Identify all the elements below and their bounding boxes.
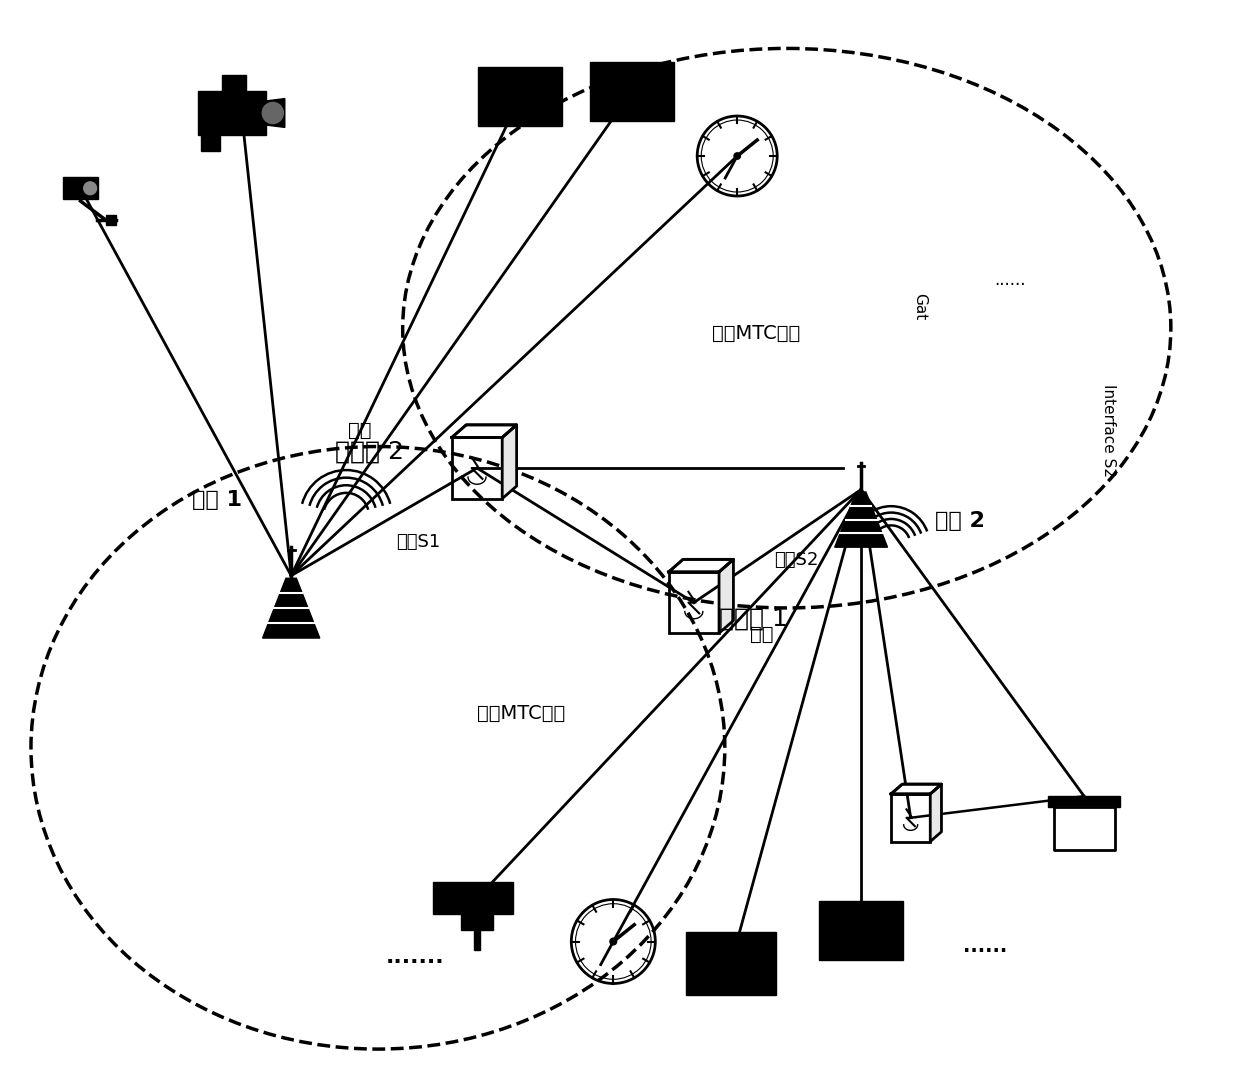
Circle shape	[263, 102, 284, 124]
Text: 大量MTC设备: 大量MTC设备	[477, 704, 565, 723]
Polygon shape	[891, 784, 942, 794]
Text: 作用域 1: 作用域 1	[719, 607, 788, 631]
Text: 接口S1: 接口S1	[396, 533, 441, 551]
Polygon shape	[930, 784, 942, 841]
Polygon shape	[263, 578, 320, 638]
Text: 网关: 网关	[750, 625, 773, 645]
Polygon shape	[63, 178, 98, 199]
Polygon shape	[819, 902, 903, 960]
Polygon shape	[201, 134, 221, 152]
Text: 接口S2: 接口S2	[774, 551, 819, 569]
Circle shape	[733, 153, 741, 159]
Text: 大量MTC设备: 大量MTC设备	[712, 324, 800, 343]
Text: 网关: 网关	[348, 421, 372, 440]
Text: 作用域 2: 作用域 2	[335, 440, 404, 464]
Polygon shape	[502, 425, 517, 498]
Polygon shape	[478, 68, 563, 126]
Polygon shape	[719, 560, 733, 633]
Circle shape	[84, 182, 97, 195]
Polygon shape	[1048, 796, 1120, 807]
Text: Gat: Gat	[912, 293, 927, 321]
Text: ......: ......	[994, 271, 1026, 289]
Polygon shape	[223, 74, 247, 91]
Circle shape	[610, 938, 617, 945]
Polygon shape	[198, 91, 265, 134]
Polygon shape	[452, 425, 517, 438]
Polygon shape	[669, 560, 733, 572]
Text: Interface S2: Interface S2	[1101, 384, 1116, 477]
Polygon shape	[1053, 807, 1115, 850]
Polygon shape	[265, 99, 285, 127]
Polygon shape	[107, 215, 115, 225]
Polygon shape	[686, 932, 776, 994]
Text: .......: .......	[385, 947, 445, 967]
Polygon shape	[590, 62, 674, 121]
Text: 基站 2: 基站 2	[935, 511, 985, 532]
Polygon shape	[461, 915, 493, 931]
Text: ......: ......	[963, 937, 1007, 957]
Polygon shape	[432, 882, 513, 915]
Polygon shape	[473, 931, 481, 950]
Text: 基站 1: 基站 1	[192, 490, 242, 510]
Polygon shape	[835, 492, 887, 548]
